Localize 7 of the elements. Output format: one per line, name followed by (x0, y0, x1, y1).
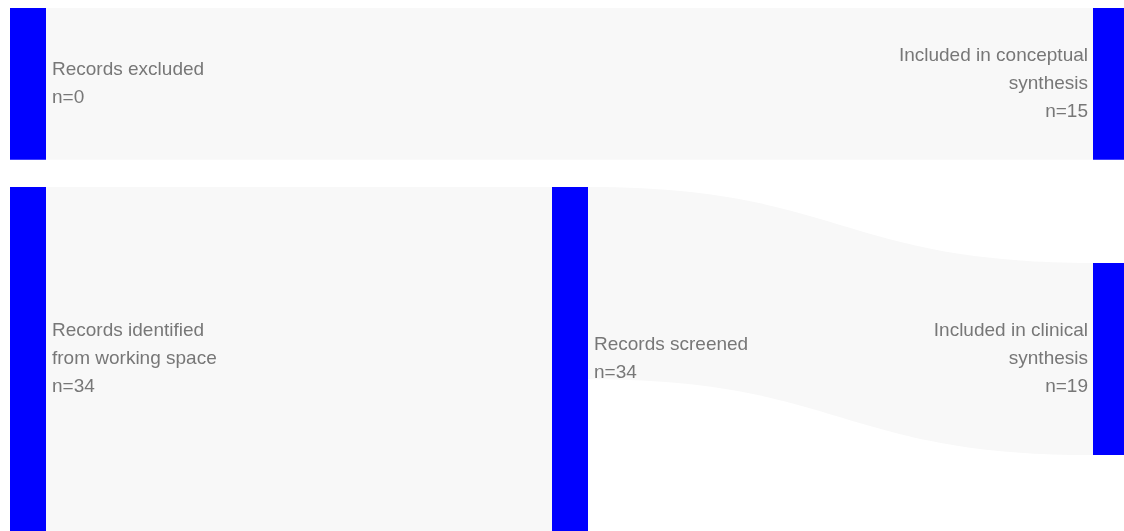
data-label: n=15 (1045, 100, 1088, 122)
data-label: n=34 (52, 375, 96, 397)
data-label: n=0 (52, 86, 85, 108)
data-label: n=34 (594, 361, 638, 383)
category-label: Records excluded (52, 58, 205, 80)
data-label: n=19 (1045, 375, 1088, 397)
category-label: Records screened (594, 333, 749, 355)
